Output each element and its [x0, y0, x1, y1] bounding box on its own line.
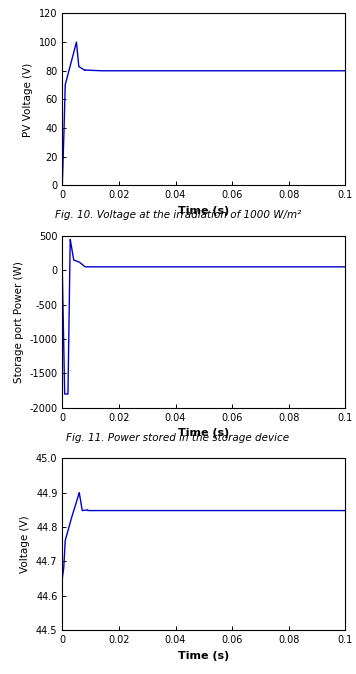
Text: Fig. 10. Voltage at the irradiation of 1000 W/m²: Fig. 10. Voltage at the irradiation of 1…	[55, 210, 301, 220]
Y-axis label: Storage port Power (W): Storage port Power (W)	[14, 261, 24, 383]
Y-axis label: Voltage (V): Voltage (V)	[20, 516, 30, 573]
X-axis label: Time (s): Time (s)	[178, 650, 229, 661]
X-axis label: Time (s): Time (s)	[178, 428, 229, 438]
X-axis label: Time (s): Time (s)	[178, 206, 229, 216]
Y-axis label: PV Voltage (V): PV Voltage (V)	[23, 62, 33, 137]
Text: Fig. 11. Power stored in the storage device: Fig. 11. Power stored in the storage dev…	[67, 433, 289, 443]
